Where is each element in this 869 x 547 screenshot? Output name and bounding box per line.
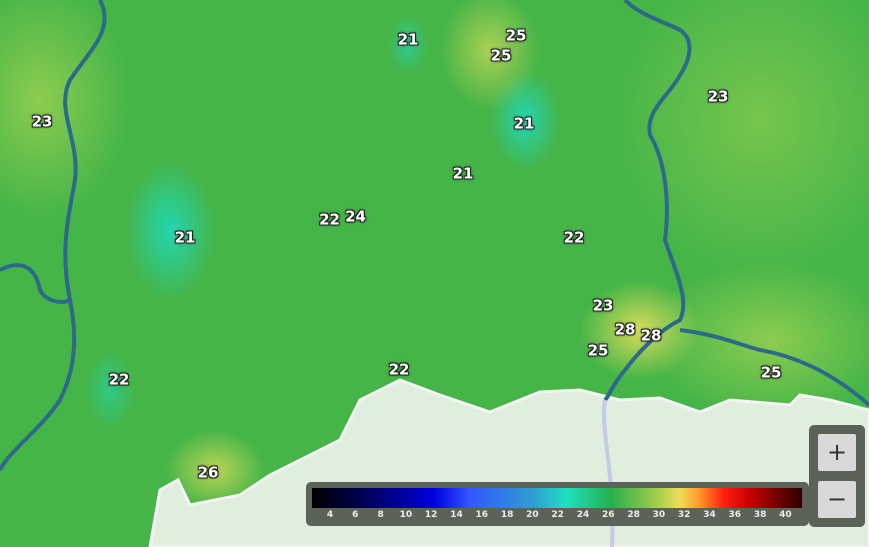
legend-tick: 40 (779, 510, 792, 520)
zoom-out-button[interactable]: − (818, 481, 856, 518)
legend-tick: 24 (576, 510, 590, 520)
legend-tick: 26 (602, 510, 615, 520)
zoom-in-button[interactable]: + (818, 434, 856, 471)
legend-tick: 30 (652, 510, 666, 520)
temperature-label: 23 (592, 296, 614, 315)
temperature-label: 25 (587, 341, 609, 360)
temperature-label: 28 (614, 320, 636, 339)
temperature-label: 22 (388, 360, 410, 379)
legend-tick: 6 (352, 510, 359, 520)
legend-tick: 32 (677, 510, 691, 520)
temperature-label: 28 (640, 326, 662, 345)
temperature-label: 24 (345, 207, 366, 226)
legend-tick: 16 (475, 510, 489, 520)
temperature-legend: 4 6 8 10 12 14 16 18 20 22 24 26 28 30 32 34 36 38 40 (306, 482, 809, 526)
legend-tick: 14 (450, 510, 463, 520)
legend-tick: 10 (399, 510, 413, 520)
legend-tick: 34 (703, 510, 716, 520)
temperature-label: 21 (174, 228, 196, 247)
temperature-label: 23 (31, 112, 53, 131)
zoom-control: + − (809, 425, 865, 527)
temperature-label: 22 (319, 210, 340, 229)
legend-tick: 12 (424, 510, 438, 520)
temperature-label: 26 (197, 463, 219, 482)
legend-tick: 20 (526, 510, 539, 520)
legend-tick: 8 (377, 510, 384, 520)
temperature-label: 22 (108, 370, 130, 389)
temperature-label: 22 (563, 228, 585, 247)
temperature-label: 25 (490, 46, 512, 65)
temperature-label: 21 (452, 164, 474, 183)
legend-tick: 38 (753, 510, 767, 520)
temperature-label: 25 (505, 26, 527, 45)
legend-tick: 4 (326, 510, 334, 520)
legend-tick: 36 (728, 510, 742, 520)
legend-tick: 22 (551, 510, 564, 520)
temperature-label: 23 (707, 87, 729, 106)
legend-color-scale (312, 488, 802, 508)
rivers (0, 0, 869, 471)
temperature-label: 21 (397, 30, 419, 49)
legend-tick: 18 (500, 510, 514, 520)
legend-tick: 28 (627, 510, 640, 520)
temperature-label: 21 (513, 114, 535, 133)
temperature-label: 25 (760, 363, 782, 382)
